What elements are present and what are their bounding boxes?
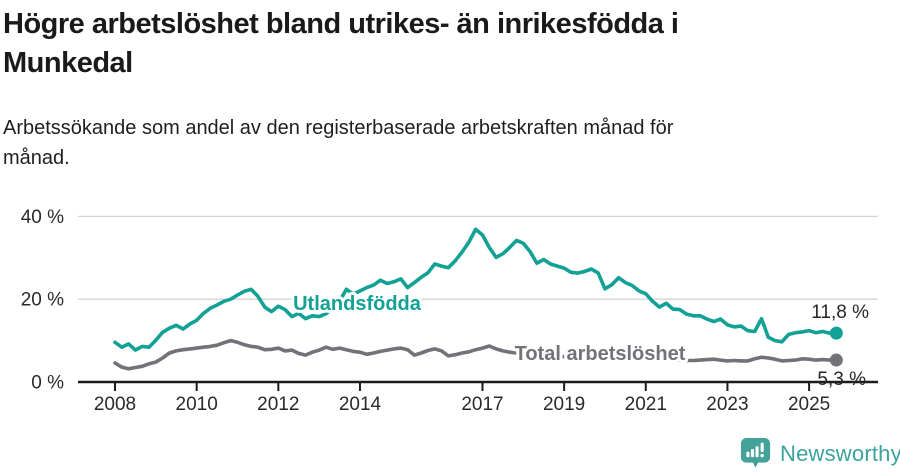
end-value-label-total: 5,3 % <box>817 369 866 390</box>
chart-subtitle-line1: Arbetssökande som andel av den registerb… <box>3 117 674 139</box>
series-end-dot-utlandsfodda <box>829 326 843 340</box>
x-axis-label-2012: 2012 <box>257 394 299 415</box>
x-axis-label-2010: 2010 <box>176 394 218 415</box>
page-title-line2: Munkedal <box>3 47 133 79</box>
series-line-utlandsfodda <box>113 227 839 352</box>
x-axis-label-2008: 2008 <box>94 394 136 415</box>
x-axis-label-2025: 2025 <box>788 394 830 415</box>
page-title-line1: Högre arbetslöshet bland utrikes- än inr… <box>3 8 679 40</box>
exclamation-bar <box>760 442 764 453</box>
x-axis-label-2023: 2023 <box>706 394 748 415</box>
x-axis-label-2017: 2017 <box>461 394 503 415</box>
x-axis-label-2019: 2019 <box>543 394 585 415</box>
y-axis-label-20: 20 % <box>21 290 64 311</box>
newsworthy-footer: Newsworthy <box>740 437 900 471</box>
end-value-label-utlandsfodda: 11,8 % <box>811 302 869 323</box>
newsworthy-brand-text: Newsworthy <box>780 441 900 466</box>
x-axis-label-2021: 2021 <box>625 394 667 415</box>
exclamation-dot <box>760 453 764 458</box>
bar-3 <box>755 446 759 458</box>
series-label-utlandsfodda: Utlandsfödda <box>293 293 422 315</box>
chart-subtitle: Arbetssökande som andel av den registerb… <box>3 113 863 173</box>
series-line-total <box>113 338 839 371</box>
bar-2 <box>750 448 755 458</box>
y-axis-label-40: 40 % <box>21 207 64 228</box>
x-axis-label-2014: 2014 <box>339 394 382 415</box>
chart-subtitle-line2: månad. <box>3 147 70 169</box>
series-label-total: Total arbetslöshet <box>515 343 686 365</box>
bar-1 <box>746 451 750 458</box>
series-end-dot-total <box>829 353 843 367</box>
y-axis-label-0: 0 % <box>31 373 64 394</box>
page-title: Högre arbetslöshet bland utrikes- än inr… <box>3 5 883 83</box>
newsworthy-logo-icon <box>740 438 771 468</box>
